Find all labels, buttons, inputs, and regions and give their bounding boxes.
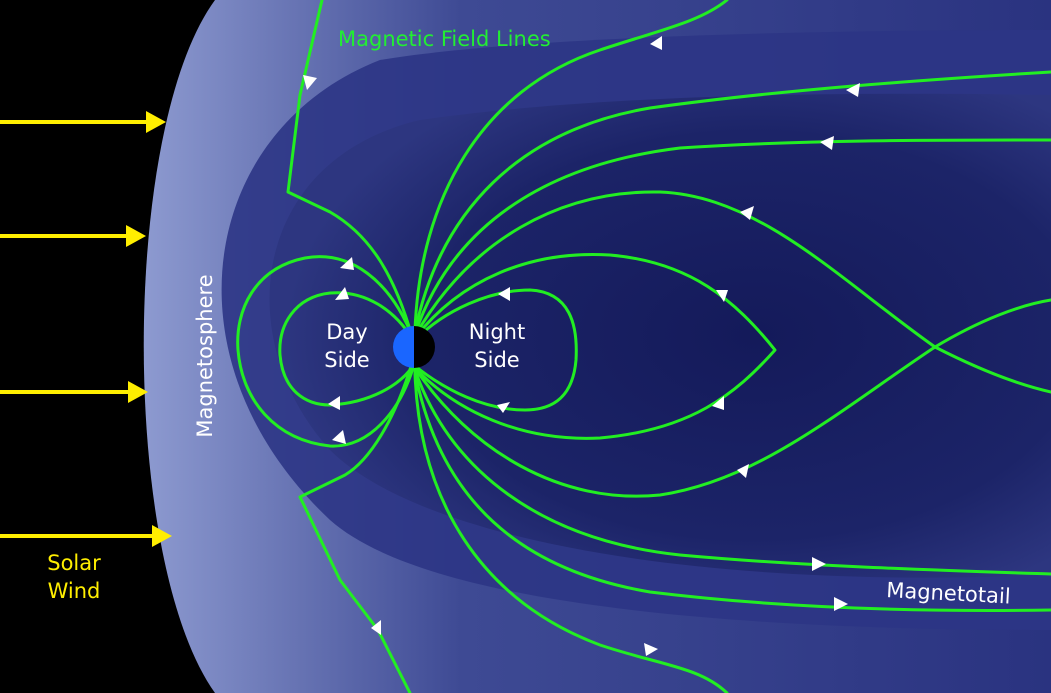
solar-wind-arrows [0, 111, 172, 547]
solar-wind-arrow-head [152, 525, 172, 547]
field-line-day-inner [278, 291, 415, 407]
field-line-boundary-south [298, 358, 415, 693]
field-arrow [820, 136, 834, 150]
field-line-night-outer [413, 252, 777, 440]
day-side-label: Side [324, 348, 369, 372]
wind-label: Wind [48, 579, 101, 603]
night-side-label: Side [474, 348, 519, 372]
magnetosphere-label: Magnetosphere [193, 274, 217, 437]
field-arrow [498, 287, 510, 301]
field-arrow [371, 620, 381, 635]
solar-wind-arrow-head [146, 111, 166, 133]
field-line-tail-north-1 [413, 190, 1051, 394]
field-direction-arrows [303, 36, 860, 656]
field-line-boundary-north [286, 0, 415, 342]
earth-day-half [393, 326, 414, 368]
field-arrow [335, 287, 349, 300]
field-arrow [812, 557, 826, 571]
field-arrow [303, 75, 317, 90]
field-arrow [328, 396, 340, 410]
solar-wind-arrow-head [126, 225, 146, 247]
solar-wind-arrow-head [128, 381, 148, 403]
field-arrow [497, 402, 510, 413]
field-arrow [712, 396, 724, 410]
field-line-tail-south-2 [413, 368, 1051, 576]
night-label: Night [469, 320, 525, 344]
field-arrow [716, 290, 728, 302]
field-lines-label: Magnetic Field Lines [338, 27, 551, 51]
field-line-tail-north-4 [413, 0, 729, 332]
solar-label: Solar [47, 551, 101, 575]
field-arrow [740, 206, 754, 220]
field-line-tail-south-3 [413, 370, 1051, 612]
field-arrow [846, 83, 860, 97]
field-line-night-inner [413, 288, 578, 412]
field-arrow [834, 597, 848, 611]
earth-night-half [414, 326, 435, 368]
field-line-tail-south-1 [413, 298, 1051, 498]
field-arrow [332, 430, 346, 444]
field-line-tail-north-2 [413, 138, 1051, 336]
field-arrow [737, 464, 749, 478]
earth [393, 326, 435, 368]
field-arrow [644, 643, 658, 656]
field-arrow [340, 257, 354, 270]
field-arrow [650, 36, 662, 50]
field-line-tail-south-4 [413, 372, 729, 693]
day-label: Day [326, 320, 367, 344]
field-line-tail-north-3 [413, 70, 1051, 334]
